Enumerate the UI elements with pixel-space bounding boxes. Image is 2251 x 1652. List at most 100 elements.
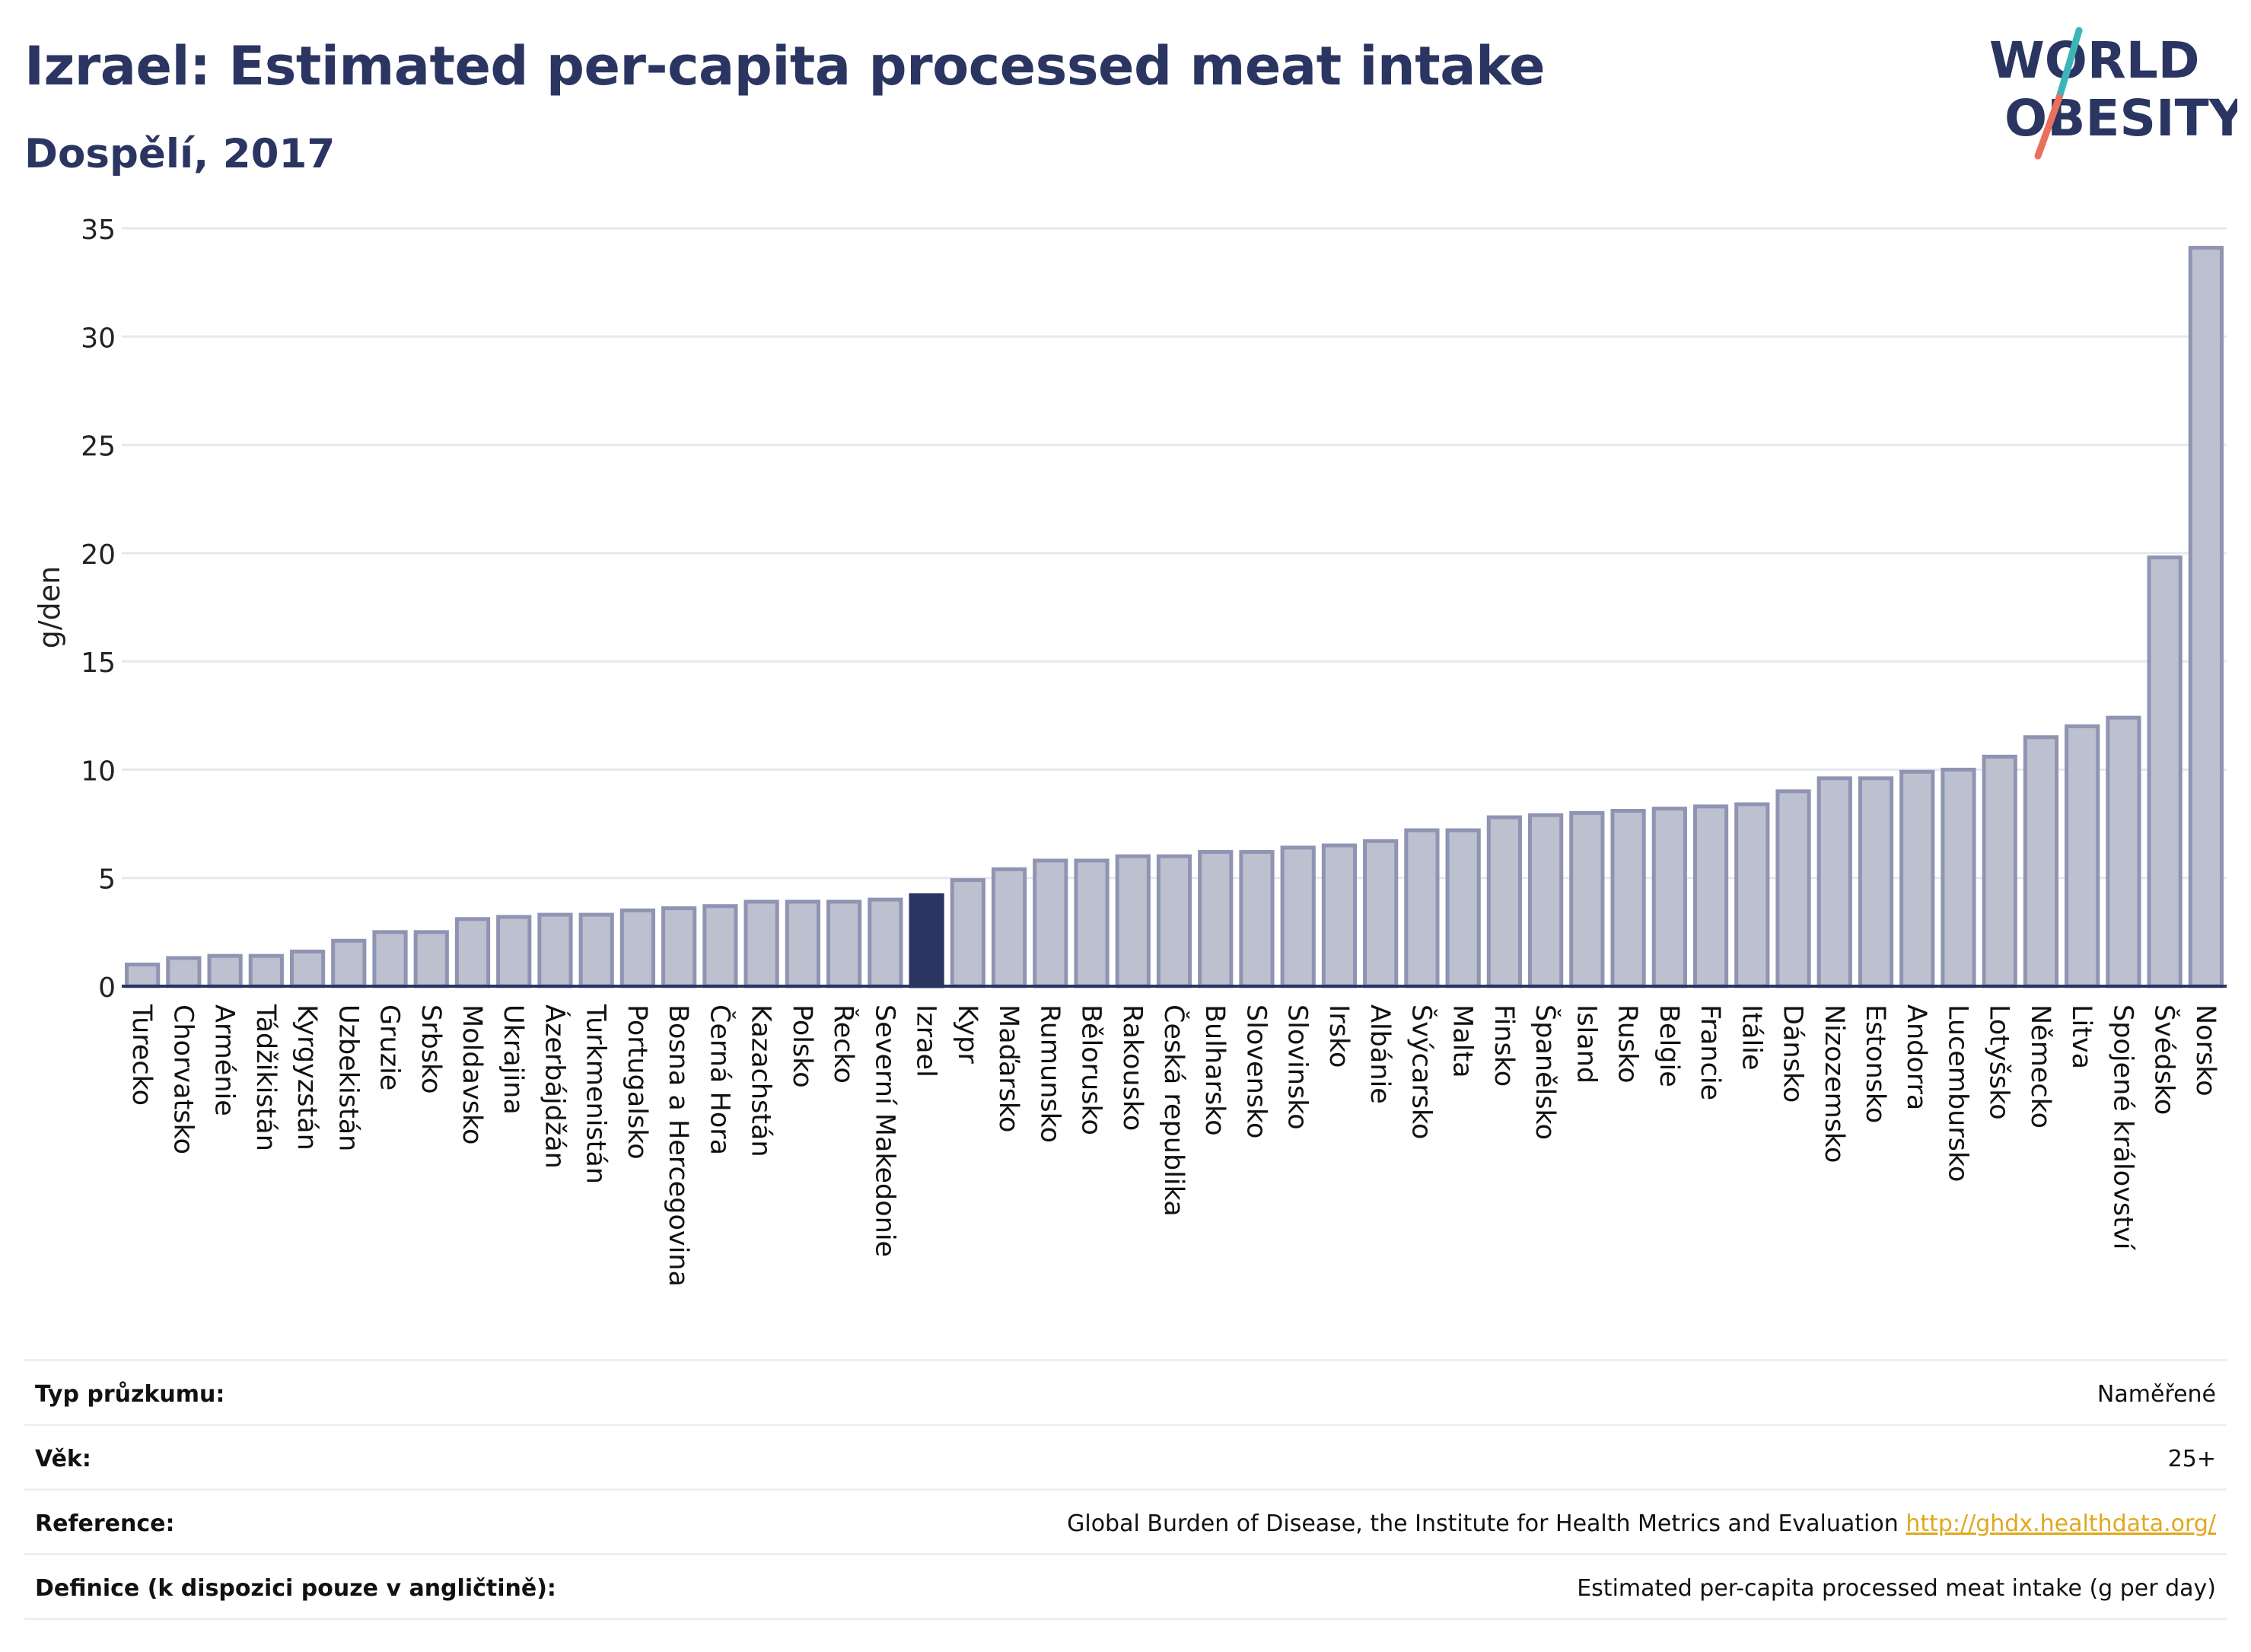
info-value: 25+ [2167,1446,2216,1472]
x-tick-label: Lucembursko [1942,1004,1972,1182]
x-tick-label: Řecko [828,1004,860,1084]
y-tick-label: 5 [98,864,116,896]
bar [413,930,449,988]
logo-word-world: WORLD [1989,31,2200,90]
bar [702,904,738,988]
bar [207,953,243,988]
bar [331,938,367,988]
info-label: Reference: [35,1510,175,1537]
x-tick-label: Gruzie [374,1004,405,1090]
logo-slash-coral [2034,94,2063,160]
info-value: Global Burden of Disease, the Institute … [1067,1510,2216,1537]
bar [743,899,779,988]
x-tick-label: Belgie [1654,1004,1684,1087]
bar [1941,767,1976,988]
bar [166,956,202,988]
bar [1569,810,1605,988]
info-row-age: Věk: 25+ [24,1424,2227,1488]
reference-link[interactable]: http://ghdx.healthdata.org/ [1906,1510,2216,1537]
bar [1115,854,1151,988]
bar [2023,735,2059,988]
world-obesity-logo: WORLD OBESITY [1989,27,2237,160]
x-tick-label: Rusko [1613,1004,1643,1084]
bar [1363,839,1399,988]
bar [1239,850,1275,988]
info-row-definition: Definice (k dispozici pouze v angličtině… [24,1553,2227,1620]
x-tick-label: Litva [2066,1004,2097,1069]
x-tick-label: Bosna a Hercegovina [663,1004,693,1287]
bar [125,963,161,988]
bar [537,912,573,988]
x-tick-label: Švýcarsko [1406,1004,1438,1139]
bar [991,867,1027,988]
bar [1775,789,1811,988]
x-tick-label: Irsko [1323,1004,1354,1068]
bar [1899,769,1935,988]
x-tick-label: Nizozemsko [1819,1004,1849,1163]
x-tick-label: Francie [1695,1004,1725,1100]
bar [1156,854,1192,988]
x-tick-label: Portugalsko [622,1004,652,1160]
x-tick-label: Kazachstán [746,1004,776,1157]
x-tick-label: Maďarsko [993,1004,1024,1132]
info-table: Typ průzkumu: Naměřené Věk: 25+ Referenc… [24,1359,2227,1620]
y-tick-label: 20 [81,540,116,571]
info-label: Věk: [35,1446,91,1472]
info-value: Estimated per-capita processed meat inta… [1577,1575,2216,1602]
bar-chart: 0 5 10 15 20 25 30 35 g/den Turecko Chorvatsko Armé… [33,215,2227,1287]
bar [1692,804,1729,988]
bar [1486,815,1522,988]
bar [454,917,491,988]
bar [785,899,820,988]
x-tick-label: Švédsko [2149,1004,2181,1115]
bar [1734,802,1770,988]
x-tick-label: Ázerbájdžán [539,1004,571,1169]
page-subtitle: Dospělí, 2017 [24,131,336,177]
bar [1404,828,1440,988]
x-tick-label: Albánie [1364,1004,1395,1104]
x-tick-label: Rumunsko [1034,1004,1065,1143]
x-tick-label: Ukrajina [498,1004,528,1115]
x-tick-label: Srbsko [415,1004,446,1094]
x-tick-label: Španělsko [1530,1004,1562,1140]
x-tick-label: Turecko [126,1004,157,1106]
bar [1982,754,2017,988]
y-tick-label: 10 [81,756,116,787]
bar [1074,858,1110,988]
x-tick-label: Kyrgyzstán [291,1004,322,1151]
x-tick-label: Bulharsko [1199,1004,1230,1136]
bar [1816,776,1852,988]
x-tick-label: Dánsko [1778,1004,1808,1103]
bar [248,953,284,988]
x-tick-label: Finsko [1488,1004,1519,1087]
bar [1651,807,1687,988]
bar [950,878,985,988]
info-row-survey-type: Typ průzkumu: Naměřené [24,1359,2227,1424]
x-tick-label: Malta [1447,1004,1478,1078]
info-label: Typ průzkumu: [35,1381,225,1408]
bar [578,912,614,988]
x-tick-label: Andorra [1901,1004,1931,1110]
x-tick-label: Itálie [1736,1004,1766,1070]
bar [1198,850,1234,988]
bar [1528,813,1564,988]
y-tick-label: 35 [81,215,116,246]
page-title: Izrael: Estimated per-capita processed m… [24,35,1546,97]
x-tick-label: Lotyšsko [1984,1004,2014,1120]
x-tick-label: Island [1571,1004,1601,1084]
bar [2147,555,2183,988]
bar [1321,843,1358,988]
y-tick-label: 15 [81,648,116,679]
y-tick-label: 25 [81,431,116,463]
x-tick-label: Severní Makedonie [869,1004,899,1257]
y-tick-label: 30 [81,323,116,354]
x-tick-label: Arménie [209,1004,240,1116]
bar [372,930,408,988]
x-tick-label: Černá Hora [704,1004,736,1155]
bar [1033,858,1068,988]
bar [2188,246,2224,988]
x-tick-label: Rakousko [1117,1004,1148,1131]
y-tick-label: 0 [98,972,116,1004]
x-tick-label: Slovinsko [1282,1004,1313,1130]
logo-slash-teal [2055,27,2083,101]
